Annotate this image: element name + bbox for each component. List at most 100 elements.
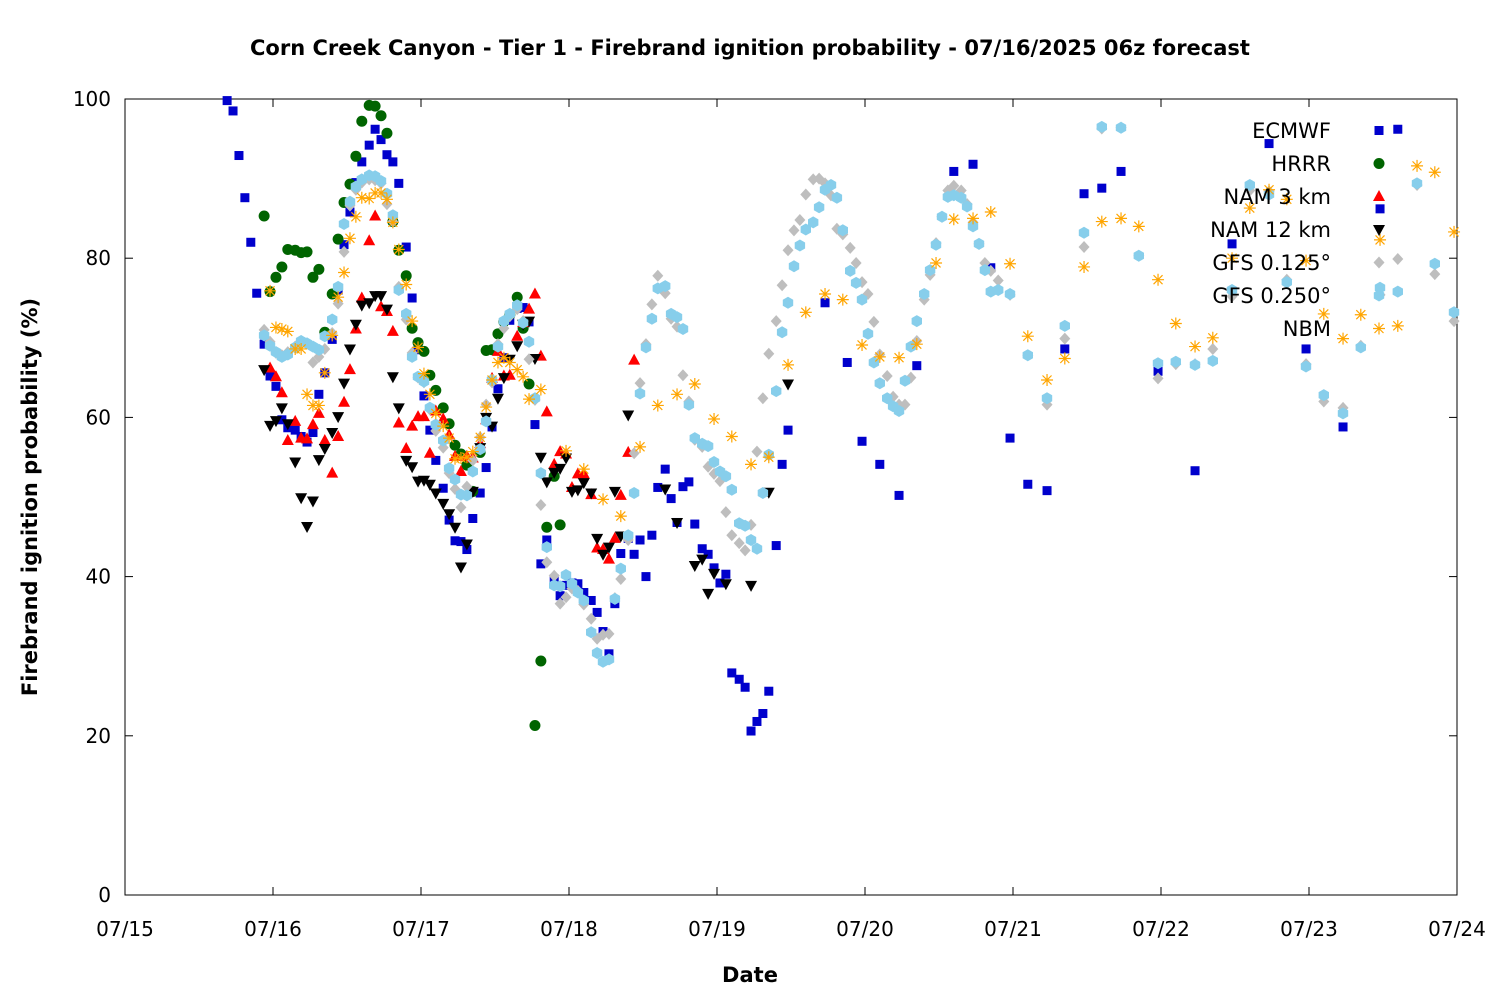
data-point (616, 549, 626, 559)
data-point (677, 323, 689, 335)
legend-marker (1373, 225, 1385, 236)
data-point (418, 345, 430, 357)
data-point (947, 213, 960, 226)
data-point (332, 280, 344, 293)
data-point (301, 246, 313, 258)
data-point (523, 378, 535, 390)
data-point (307, 271, 319, 283)
data-point (1448, 315, 1460, 328)
data-point (734, 674, 744, 684)
data-point (474, 431, 487, 444)
data-point (757, 487, 769, 499)
data-point (275, 403, 288, 415)
data-point (993, 284, 1004, 296)
data-point (540, 405, 553, 417)
x-tick-label: 07/20 (836, 917, 894, 941)
data-point (751, 542, 763, 555)
data-point (380, 193, 393, 206)
data-point (542, 535, 552, 545)
data-point (671, 517, 684, 529)
data-point (782, 358, 795, 371)
data-point (318, 433, 331, 445)
data-point (339, 240, 349, 250)
data-point (375, 175, 387, 187)
data-point (794, 239, 806, 252)
data-point (850, 276, 862, 289)
data-point (554, 463, 567, 475)
data-point (289, 457, 302, 469)
data-point (375, 291, 388, 303)
legend-marker (1374, 126, 1384, 135)
data-point (1004, 257, 1017, 270)
data-point (497, 351, 510, 364)
data-point (349, 319, 362, 331)
data-point (573, 579, 583, 589)
data-point (503, 356, 516, 369)
data-point (307, 356, 319, 369)
data-point (628, 487, 640, 499)
data-point (751, 445, 763, 458)
data-point (813, 201, 825, 214)
data-point (1058, 352, 1071, 365)
data-point (356, 115, 368, 127)
data-point (338, 218, 350, 230)
data-point (641, 572, 651, 582)
legend: ECMWF HRRR NAM 3 km NAM 12 km GFS 0.125° GFS … (1210, 114, 1385, 345)
chart-title: Corn Creek Canyon - Tier 1 - Firebrand i… (250, 36, 1250, 60)
data-point (375, 186, 388, 199)
legend-label: ECMWF (1252, 118, 1331, 143)
data-point (1392, 252, 1404, 265)
data-point (1169, 317, 1182, 330)
data-point (332, 412, 345, 424)
legend-marker-shape (1373, 256, 1385, 269)
data-point (591, 533, 604, 545)
data-point (708, 568, 721, 580)
data-point (842, 357, 852, 367)
data-point (688, 560, 701, 572)
data-point (1448, 225, 1461, 238)
data-point (1392, 285, 1403, 298)
data-point (844, 241, 856, 254)
data-point (697, 544, 707, 554)
data-point (264, 284, 277, 297)
data-point (326, 428, 339, 440)
data-point (401, 307, 412, 320)
data-point (1354, 308, 1367, 321)
data-point (301, 521, 314, 533)
y-tick-label: 0 (98, 883, 111, 907)
data-point (449, 522, 462, 534)
data-point (762, 451, 775, 464)
data-point (497, 373, 510, 385)
data-point (745, 534, 757, 546)
data-point (912, 361, 922, 371)
data-point (386, 324, 399, 336)
data-point (375, 110, 387, 122)
data-point (745, 458, 758, 471)
data-point (608, 486, 621, 498)
x-tick-label: 07/23 (1280, 917, 1338, 941)
data-point (265, 371, 275, 381)
data-point (363, 192, 376, 205)
data-point (837, 224, 848, 237)
data-point (910, 338, 923, 351)
data-point (893, 405, 905, 417)
legend-marker-shape (1373, 158, 1385, 169)
data-point (369, 209, 382, 221)
data-point (466, 445, 479, 458)
data-point (492, 328, 504, 340)
data-point (345, 207, 355, 217)
data-point (868, 315, 880, 328)
data-point (1097, 183, 1107, 193)
data-point (739, 519, 751, 532)
data-point (443, 432, 456, 445)
data-point (794, 213, 806, 226)
data-point (820, 298, 830, 308)
data-point (602, 552, 615, 564)
data-point (326, 466, 339, 478)
data-point (393, 284, 404, 296)
data-point (836, 293, 849, 306)
data-point (586, 595, 596, 605)
data-point (577, 463, 590, 476)
data-point (1375, 204, 1385, 214)
data-point (1078, 226, 1090, 239)
